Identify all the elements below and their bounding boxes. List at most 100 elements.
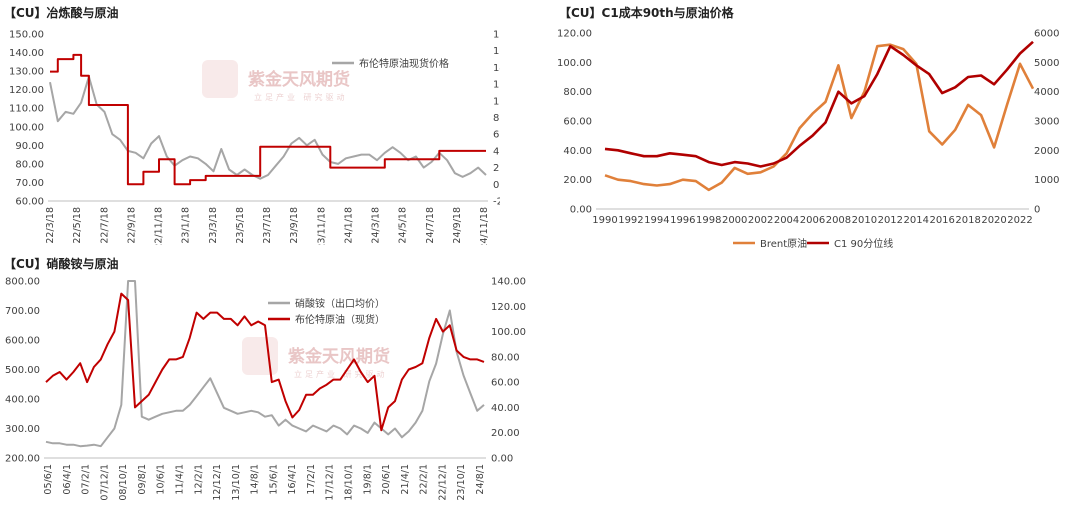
x-tick-label: 22/9/18 xyxy=(126,207,137,244)
x-tick-label: 12/12/1 xyxy=(212,464,223,501)
y-left-tick-label: 60.00 xyxy=(563,117,592,128)
watermark-slogan: 立足产业 研究驱动 xyxy=(254,92,348,102)
y-right-tick-label: 140 xyxy=(493,63,500,74)
x-tick-label: 22/11/18 xyxy=(154,207,165,245)
y-right-tick-label: 60.00 xyxy=(491,378,520,389)
y-left-tick-label: 130.00 xyxy=(9,67,44,78)
y-right-tick-label: 0 xyxy=(1034,205,1040,216)
legend-label: 布伦特原油现货价格 xyxy=(359,57,449,70)
y-left-tick-label: 70.00 xyxy=(15,178,44,189)
x-tick-label: 1996 xyxy=(670,215,695,226)
x-tick-label: 06/4/1 xyxy=(62,464,73,495)
chart-ammonium-nitrate-vs-oil: 【CU】硝酸铵与原油 800.00 700.00 600.00 500.00 400.0… xyxy=(0,252,530,510)
x-tick-label: 24/8/1 xyxy=(475,464,486,495)
x-tick-label: 24/9/18 xyxy=(452,207,463,244)
x-tick-label: 22/7/18 xyxy=(99,207,110,244)
x-tick-label: 16/4/1 xyxy=(287,464,298,495)
x-tick-label: 24/7/18 xyxy=(425,207,436,244)
y-right-tick-label: 6000 xyxy=(1034,29,1059,40)
chart-plot: 800.00 700.00 600.00 500.00 400.00 300.00 200.… xyxy=(5,277,526,501)
y-right-tick-label: 0.00 xyxy=(491,454,513,465)
x-tick-label: 23/1/18 xyxy=(181,207,192,244)
legend-label: C1 90分位线 xyxy=(834,237,893,250)
y-left-tick-label: 90.00 xyxy=(15,141,44,152)
chart-smelting-acid-vs-oil: 【CU】冶炼酸与原油 150.00 140.00 130.00 120.00 110.0… xyxy=(0,0,500,250)
y-right-tick-label: 160 xyxy=(493,46,500,57)
y-left-tick-label: 120.00 xyxy=(9,85,44,96)
y-left-tick-label: 20.00 xyxy=(563,175,592,186)
y-right-tick-label: 1000 xyxy=(1034,175,1059,186)
y-left-tick-label: 200.00 xyxy=(5,454,40,465)
x-tick-label: 22/3/18 xyxy=(45,207,56,244)
watermark-logo-icon xyxy=(242,337,278,375)
x-tick-label: 23/10/1 xyxy=(456,464,467,501)
chart-plot: 120.00 100.00 80.00 60.00 40.00 20.00 0.00 6000… xyxy=(557,29,1059,251)
y-right-tick-label: 20.00 xyxy=(491,428,520,439)
x-tick-label: 2010 xyxy=(852,215,877,226)
watermark-name: 紫金天风期货 xyxy=(248,69,350,90)
x-tick-label: 23/7/18 xyxy=(262,207,273,244)
series-line-1 xyxy=(45,280,485,448)
y-right-tick-label: 60 xyxy=(493,130,500,141)
x-tick-label: 2004 xyxy=(774,215,799,226)
y-right-tick-label: 80 xyxy=(493,113,500,124)
x-tick-label: 24/5/18 xyxy=(398,207,409,244)
chart-title: 【CU】冶炼酸与原油 xyxy=(4,6,119,20)
x-tick-label: 14/8/1 xyxy=(250,464,261,495)
watermark-name: 紫金天风期货 xyxy=(288,346,390,367)
x-tick-label: 22/5/18 xyxy=(72,207,83,244)
chart-c1-cost-vs-oil: 【CU】C1成本90th与原油价格 120.00 100.00 80.00 60.00… xyxy=(555,0,1075,255)
y-left-tick-label: 60.00 xyxy=(15,197,44,208)
x-tick-label: 20/6/1 xyxy=(381,464,392,495)
y-left-tick-label: 600.00 xyxy=(5,336,40,347)
x-tick-label: 23/11/18 xyxy=(316,207,327,245)
x-tick-label: 2000 xyxy=(722,215,747,226)
x-tick-label: 12/2/1 xyxy=(193,464,204,495)
x-tick-label: 22/12/1 xyxy=(437,464,448,501)
x-tick-label: 09/8/1 xyxy=(137,464,148,495)
series-line-2 xyxy=(604,40,1034,168)
y-right-tick-label: 80.00 xyxy=(491,352,520,363)
x-tick-label: 10/6/1 xyxy=(156,464,167,495)
x-tick-label: 18/10/1 xyxy=(344,464,355,501)
x-tick-label: 1990 xyxy=(592,215,617,226)
x-tick-label: 13/10/1 xyxy=(231,464,242,501)
y-right-tick-label: 20 xyxy=(493,163,500,174)
y-left-tick-label: 150.00 xyxy=(9,30,44,41)
chart-plot: 150.00 140.00 130.00 120.00 110.00 100.00 90.0… xyxy=(9,30,500,246)
chart-title: 【CU】C1成本90th与原油价格 xyxy=(559,6,734,20)
y-right-tick-label: 100 xyxy=(493,96,500,107)
y-right-tick-label: 140.00 xyxy=(491,277,526,288)
y-left-tick-label: 300.00 xyxy=(5,424,40,435)
watermark-logo-icon xyxy=(202,60,238,98)
x-tick-label: 24/1/18 xyxy=(343,207,354,244)
y-left-tick-label: 120.00 xyxy=(557,29,592,40)
y-right-tick-label: 40 xyxy=(493,146,500,157)
x-tick-label: 2018 xyxy=(955,215,980,226)
x-tick-label: 2002 xyxy=(748,215,773,226)
x-tick-label: 15/6/1 xyxy=(268,464,279,495)
y-left-tick-label: 0.00 xyxy=(570,205,592,216)
y-right-tick-label: 100.00 xyxy=(491,327,526,338)
series-line-2 xyxy=(45,292,485,432)
x-tick-label: 1998 xyxy=(696,215,721,226)
legend-label: 硝酸铵（出口均价） xyxy=(295,297,385,310)
x-tick-label: 22/2/1 xyxy=(419,464,430,495)
y-right-tick-label: -20 xyxy=(493,197,500,208)
x-tick-label: 2008 xyxy=(826,215,851,226)
x-tick-label: 23/3/18 xyxy=(208,207,219,244)
x-tick-label: 11/4/1 xyxy=(174,464,185,495)
legend-label: 布伦特原油（现货） xyxy=(295,313,385,326)
y-left-tick-label: 100.00 xyxy=(557,58,592,69)
x-tick-label: 17/12/1 xyxy=(325,464,336,501)
y-right-tick-label: 0 xyxy=(493,180,499,191)
y-left-tick-label: 40.00 xyxy=(563,146,592,157)
x-tick-label: 21/4/1 xyxy=(400,464,411,495)
x-tick-label: 1992 xyxy=(618,215,643,226)
x-tick-label: 23/9/18 xyxy=(289,207,300,244)
y-left-tick-label: 100.00 xyxy=(9,122,44,133)
y-left-tick-label: 110.00 xyxy=(9,104,44,115)
x-tick-label: 24/11/18 xyxy=(479,207,490,245)
x-tick-label: 2020 xyxy=(981,215,1006,226)
x-tick-label: 05/6/1 xyxy=(43,464,54,495)
